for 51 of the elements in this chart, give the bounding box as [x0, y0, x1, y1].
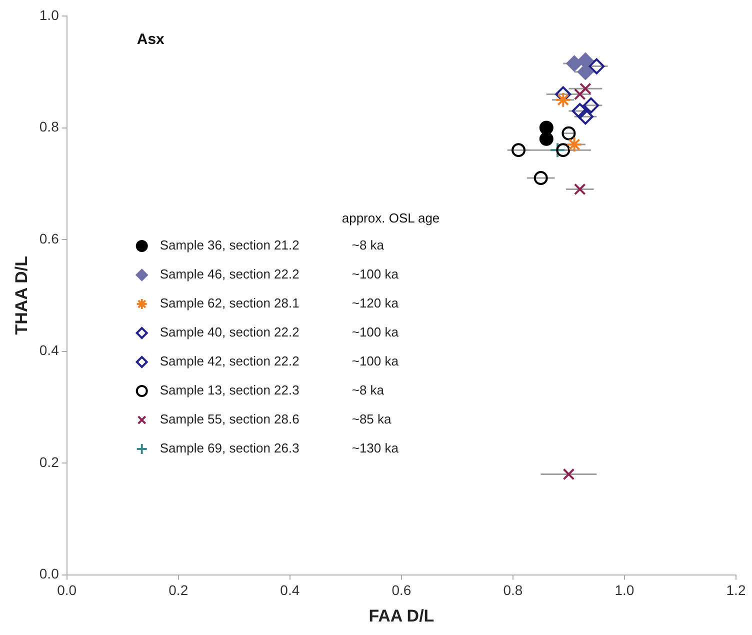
point — [574, 88, 586, 100]
point — [534, 171, 548, 186]
annotation: ~120 ka — [352, 296, 400, 311]
point — [577, 108, 594, 125]
annotation: ~8 ka — [352, 382, 385, 398]
point — [512, 143, 526, 158]
point — [562, 126, 576, 140]
legend-label: Sample 55, section 28.6 — [160, 412, 300, 427]
point — [550, 142, 566, 158]
x-tick-label: 0.4 — [280, 582, 300, 598]
legend-label: Sample 36, section 21.2 — [160, 238, 300, 253]
y-axis-title: THAA D/L — [12, 256, 31, 335]
point — [588, 58, 605, 74]
point — [583, 97, 600, 114]
annotation: approx. OSL age — [342, 210, 440, 226]
annotation: ~100 ka — [352, 354, 400, 369]
legend-label: Sample 13, section 22.3 — [160, 382, 300, 398]
x-tick-label: 0.6 — [392, 582, 412, 598]
y-tick-label: 0.2 — [39, 454, 60, 470]
point — [574, 183, 586, 196]
annotation: ~8 ka — [352, 238, 385, 253]
point — [555, 92, 572, 108]
point — [539, 120, 554, 135]
x-axis-title: FAA D/L — [368, 606, 434, 626]
legend-label: Sample 69, section 26.3 — [160, 440, 300, 456]
annotation: ~130 ka — [352, 440, 400, 456]
y-tick-label: 0.4 — [39, 342, 60, 358]
legend-label: Sample 46, section 22.2 — [160, 266, 300, 282]
x-tick-label: 1.2 — [726, 582, 746, 598]
legend-label: Sample 42, section 22.2 — [160, 354, 300, 369]
y-tick-label: 0.6 — [39, 230, 60, 246]
annotation: ~100 ka — [352, 266, 400, 282]
point — [566, 56, 582, 72]
y-tick-label: 1.0 — [39, 6, 60, 23]
legend-label: Sample 40, section 22.2 — [160, 324, 300, 340]
annotation: ~100 ka — [352, 324, 400, 340]
annotation: ~85 ka — [352, 412, 392, 427]
point — [556, 143, 570, 158]
x-tick-label: 1.0 — [614, 582, 634, 598]
annotation: Asx — [136, 31, 166, 48]
x-tick-label: 0.2 — [168, 582, 188, 598]
x-tick-label: 0.8 — [503, 582, 523, 598]
point — [562, 468, 575, 480]
point — [572, 102, 588, 119]
point — [539, 132, 554, 146]
x-tick-label: 0.0 — [57, 582, 77, 598]
legend-label: Sample 62, section 28.1 — [160, 296, 300, 311]
point — [566, 136, 582, 153]
point — [579, 82, 592, 95]
y-tick-label: 0.0 — [39, 566, 60, 582]
y-tick-label: 0.8 — [39, 118, 60, 135]
